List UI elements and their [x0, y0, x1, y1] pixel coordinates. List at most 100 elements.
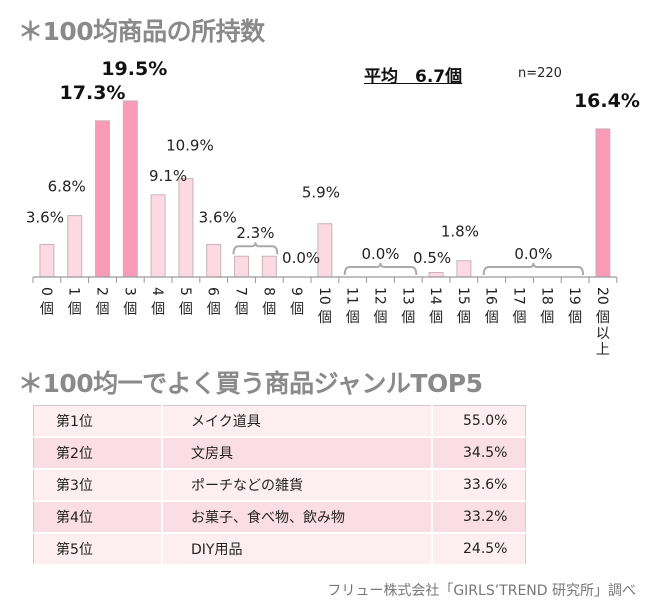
x-tick-number: 1 [66, 287, 82, 296]
x-tick-char: 個 [568, 310, 582, 326]
x-tick-number: 0 [38, 287, 54, 296]
bar-4 [150, 194, 166, 278]
x-tick-label: 16 個 [483, 287, 499, 326]
source-credit: フリュー株式会社「GIRLS’TREND 研究所」調べ [327, 583, 636, 599]
x-tick-label: 15 個 [455, 287, 471, 326]
rank-cell: 第2位 [33, 437, 163, 470]
x-tick-number: 3 [121, 287, 137, 296]
rank-cell: 第3位 [33, 469, 163, 502]
x-tick-char: 個 [596, 310, 610, 326]
genre-cell: ポーチなどの雑貨 [162, 469, 433, 502]
x-tick-number: 17 [511, 287, 527, 305]
data-label: 6.8% [48, 178, 86, 196]
genre-cell: メイク道具 [162, 405, 433, 438]
bar-3 [122, 100, 138, 278]
bar-6 [206, 243, 222, 278]
genre-cell: お菓子、食べ物、飲み物 [162, 501, 433, 534]
x-tick-char: 個 [457, 310, 471, 326]
rank-cell: 第5位 [33, 533, 163, 566]
bar-0 [39, 243, 55, 278]
x-tick-label: 6個 [205, 287, 221, 318]
group-bracket [482, 262, 585, 276]
x-tick-label: 10 個 [316, 287, 332, 326]
bar-2 [95, 120, 110, 278]
x-tick-char: 上 [596, 342, 610, 358]
table-row: 第3位 ポーチなどの雑貨 33.6% [33, 469, 526, 502]
x-tick-char: 個 [179, 302, 193, 318]
x-tick-char: 個 [207, 302, 221, 318]
x-tick-char: 個 [374, 310, 388, 326]
x-tick-char: 個 [401, 310, 415, 326]
table-row: 第2位 文房具 34.5% [33, 437, 526, 470]
x-tick-char: 個 [346, 310, 360, 326]
x-tick-label: 17 個 [511, 287, 527, 326]
x-tick-char: 個 [123, 302, 137, 318]
x-tick-char: 個 [429, 310, 443, 326]
data-label: 3.6% [26, 208, 64, 226]
top5-title: ＊100均一でよく買う商品ジャンルTOP5 [18, 369, 483, 398]
x-tick-char: 個 [151, 302, 165, 318]
data-label: 16.4% [574, 90, 640, 112]
x-tick-number: 4 [149, 287, 165, 296]
x-tick-number: 15 [455, 287, 471, 305]
rank-cell: 第1位 [33, 405, 163, 438]
table-row: 第1位 メイク道具 55.0% [33, 405, 526, 438]
data-label: 1.8% [441, 223, 479, 241]
x-tick-char: 個 [68, 302, 82, 318]
average-label: 平均 6.7個 [364, 67, 463, 87]
x-tick-number: 20 [594, 287, 610, 305]
x-tick-number: 5 [177, 287, 193, 296]
x-tick-char: 個 [318, 310, 332, 326]
x-tick-label: 12 個 [372, 287, 388, 326]
x-tick-label: 13 個 [399, 287, 415, 326]
data-label: 0.0% [514, 245, 552, 263]
x-tick-char: 個 [235, 302, 249, 318]
rank-cell: 第4位 [33, 501, 163, 534]
x-tick-number: 9 [288, 287, 304, 296]
genre-cell: DIY用品 [162, 533, 433, 566]
bar-8 [261, 255, 277, 278]
x-tick-number: 12 [372, 287, 388, 305]
x-tick-char: 個 [40, 302, 54, 318]
data-label: 0.5% [413, 249, 451, 267]
x-tick-number: 6 [205, 287, 221, 296]
x-tick-label: 19 個 [566, 287, 582, 326]
percent-cell: 33.6% [432, 469, 526, 502]
x-tick-label: 2個 [94, 287, 110, 318]
data-label: 17.3% [60, 82, 126, 104]
data-label: 0.0% [282, 249, 320, 267]
sample-size: n=220 [518, 66, 562, 81]
top5-table: 第1位 メイク道具 55.0% 第2位 文房具 34.5% 第3位 ポーチなどの… [33, 405, 526, 566]
x-tick-label: 8個 [260, 287, 276, 318]
x-tick-label: 0個 [38, 287, 54, 318]
x-tick-char: 個 [96, 302, 110, 318]
x-tick-label: 20 個以上 [594, 287, 610, 358]
data-label: 0.0% [361, 245, 399, 263]
x-tick-char: 個 [513, 310, 527, 326]
bar-15 [456, 260, 472, 278]
percent-cell: 34.5% [432, 437, 526, 470]
x-tick-label: 4個 [149, 287, 165, 318]
bar-14 [428, 271, 444, 278]
x-tick-label: 18 個 [538, 287, 554, 326]
x-tick-number: 10 [316, 287, 332, 305]
bar-20 [595, 128, 611, 278]
x-tick-label: 5個 [177, 287, 193, 318]
x-tick-char: 以 [596, 326, 610, 342]
percent-cell: 24.5% [432, 533, 526, 566]
x-tick-label: 1個 [66, 287, 82, 318]
bar-5 [178, 178, 194, 278]
chart-title: ＊100均商品の所持数 [18, 17, 265, 46]
data-label: 9.1% [149, 167, 187, 185]
x-tick-number: 14 [427, 287, 443, 305]
x-tick-label: 3個 [121, 287, 137, 318]
bar-chart: 3.6%6.8%17.3%19.5%9.1%10.9%3.6%2.3%0.0%5… [26, 58, 640, 358]
x-tick-number: 7 [233, 287, 249, 296]
x-tick-number: 2 [94, 287, 110, 296]
x-tick-char: 個 [485, 310, 499, 326]
group-bracket [232, 242, 279, 255]
x-tick-number: 19 [566, 287, 582, 305]
x-tick-char: 個 [290, 302, 304, 318]
genre-cell: 文房具 [162, 437, 433, 470]
x-tick-char: 個 [540, 310, 554, 326]
